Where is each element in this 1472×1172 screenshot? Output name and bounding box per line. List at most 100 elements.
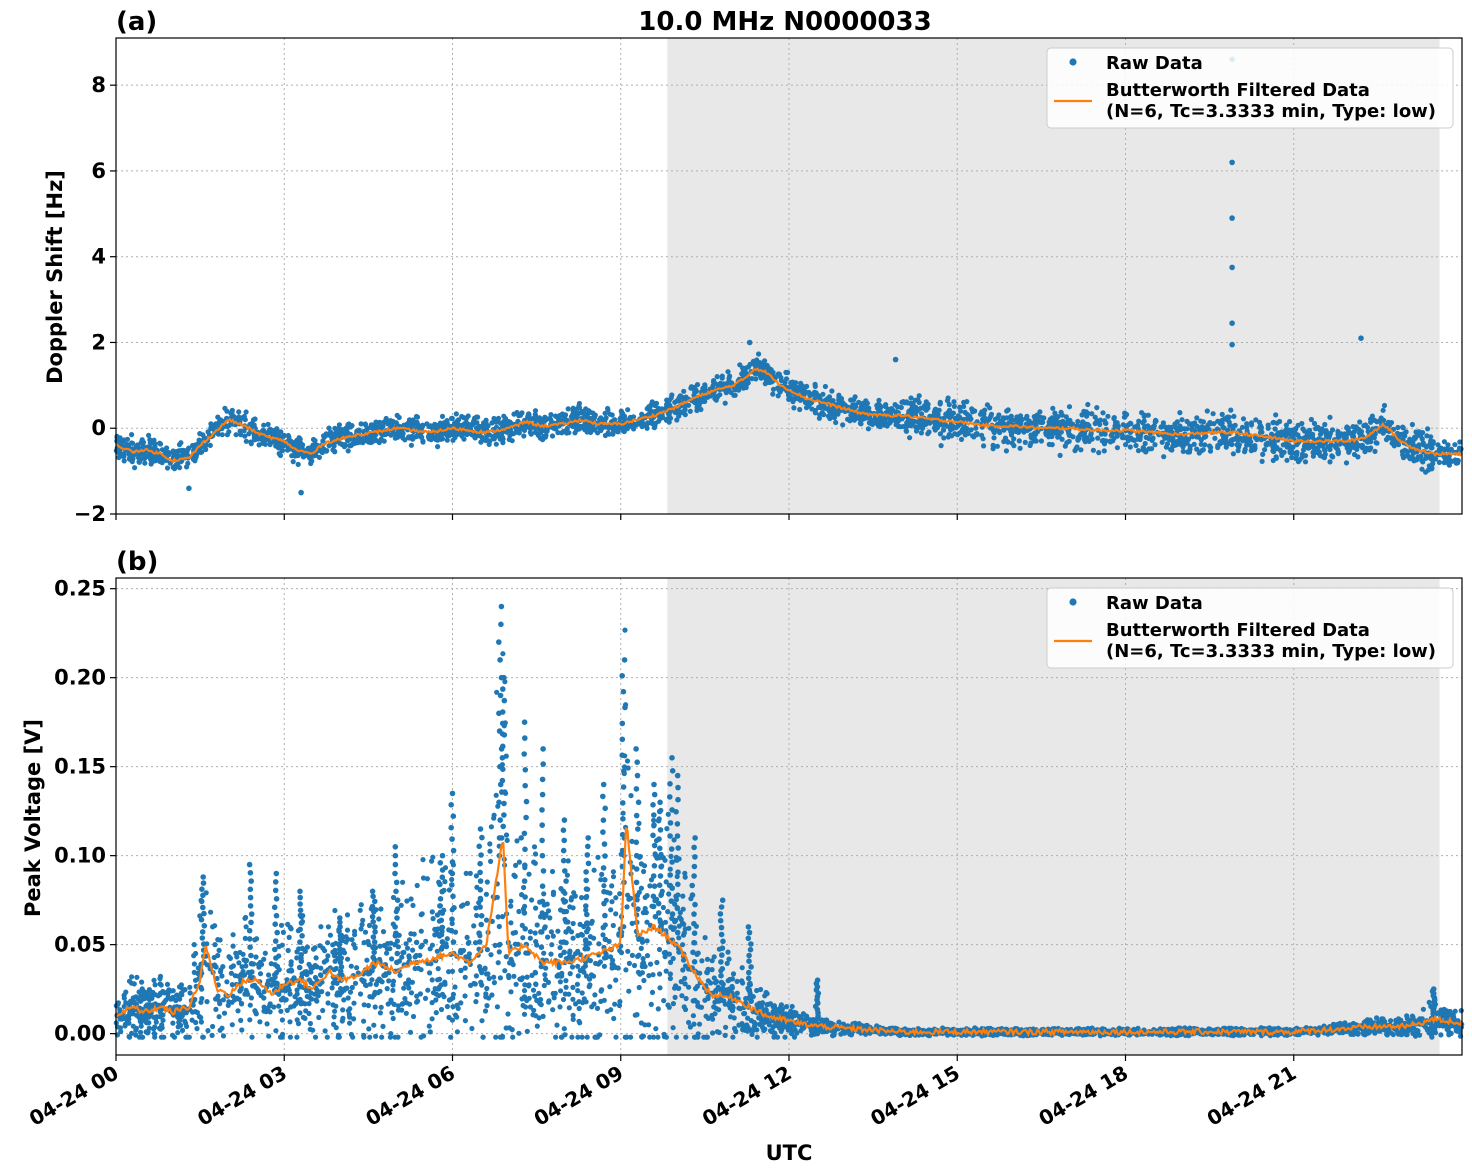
raw-point <box>463 415 469 421</box>
raw-point <box>624 758 631 764</box>
raw-point <box>370 435 377 441</box>
raw-point <box>1135 425 1141 431</box>
raw-point <box>991 429 997 436</box>
raw-point <box>641 863 648 869</box>
raw-point <box>734 990 740 996</box>
raw-outlier <box>1229 215 1235 221</box>
raw-point <box>827 415 833 422</box>
raw-point <box>613 977 619 983</box>
raw-point <box>1191 441 1197 447</box>
raw-point <box>1177 423 1183 429</box>
raw-point <box>406 434 412 441</box>
raw-point <box>681 388 687 394</box>
raw-point <box>349 441 356 447</box>
raw-point <box>527 426 534 432</box>
raw-point <box>904 423 910 429</box>
raw-point <box>1133 442 1139 449</box>
raw-point <box>1075 418 1081 425</box>
raw-point <box>550 1007 556 1013</box>
raw-point <box>1094 405 1100 411</box>
raw-point <box>541 891 547 897</box>
raw-point <box>1372 448 1378 454</box>
raw-point <box>358 926 364 932</box>
raw-point <box>646 973 652 979</box>
raw-point <box>722 400 728 406</box>
raw-point <box>1142 423 1148 430</box>
raw-point <box>414 882 420 889</box>
raw-point <box>1098 431 1104 437</box>
panel-a-x-ticks <box>115 514 1295 520</box>
raw-point <box>1043 432 1049 438</box>
raw-point <box>170 448 176 454</box>
raw-point <box>133 444 139 450</box>
raw-point <box>1210 411 1216 417</box>
raw-point <box>366 1026 372 1032</box>
raw-point <box>1372 417 1378 423</box>
y-tick-label: 8 <box>91 73 106 97</box>
raw-point <box>1220 433 1227 439</box>
raw-point <box>224 408 230 414</box>
raw-point <box>857 420 864 426</box>
raw-point <box>369 977 375 983</box>
raw-point <box>580 424 586 430</box>
raw-point <box>883 402 889 408</box>
raw-point <box>1240 438 1246 444</box>
raw-point <box>316 454 322 460</box>
raw-point <box>1242 446 1248 452</box>
raw-point <box>694 382 701 388</box>
raw-point <box>944 398 951 404</box>
raw-point <box>1293 455 1299 462</box>
raw-point <box>524 1028 530 1034</box>
raw-point <box>116 436 122 442</box>
raw-point <box>919 411 925 417</box>
raw-point <box>1436 459 1442 465</box>
raw-point <box>833 419 839 426</box>
raw-point <box>694 407 700 414</box>
raw-point <box>1207 443 1213 449</box>
raw-point <box>390 418 396 425</box>
raw-point <box>1308 416 1314 423</box>
figure-title: 10.0 MHz N0000033 <box>638 7 931 37</box>
raw-point <box>877 424 883 430</box>
raw-point <box>402 437 408 443</box>
raw-point <box>623 967 629 973</box>
raw-point <box>471 923 477 929</box>
raw-point <box>625 407 631 413</box>
raw-point <box>261 422 267 428</box>
raw-point <box>702 384 708 390</box>
raw-point <box>550 889 557 895</box>
raw-point <box>692 400 699 406</box>
raw-point <box>1231 413 1237 419</box>
raw-point <box>1019 416 1025 423</box>
raw-point <box>1413 434 1419 441</box>
raw-point <box>1457 439 1463 445</box>
raw-point <box>247 1017 253 1023</box>
raw-point <box>584 1034 590 1040</box>
raw-point <box>177 465 183 471</box>
raw-point <box>1022 439 1028 445</box>
raw-point <box>1300 426 1306 432</box>
raw-point <box>1262 447 1268 453</box>
raw-point <box>666 419 672 425</box>
raw-point <box>1369 413 1375 419</box>
raw-point <box>532 851 539 857</box>
raw-point <box>808 391 814 397</box>
raw-point <box>575 988 581 994</box>
raw-point <box>778 375 784 381</box>
raw-point <box>209 423 215 429</box>
raw-point <box>326 425 332 431</box>
raw-point <box>185 460 191 466</box>
raw-point <box>414 999 420 1005</box>
raw-point <box>543 965 549 971</box>
raw-point <box>127 453 133 459</box>
raw-point <box>529 897 535 903</box>
raw-point <box>474 991 480 998</box>
raw-point <box>1413 429 1419 435</box>
raw-point <box>1287 427 1293 433</box>
raw-point <box>332 1008 338 1014</box>
raw-point <box>1187 443 1193 449</box>
raw-point <box>636 984 642 991</box>
raw-point <box>1395 424 1401 431</box>
raw-point <box>913 428 920 434</box>
raw-point <box>464 431 470 438</box>
